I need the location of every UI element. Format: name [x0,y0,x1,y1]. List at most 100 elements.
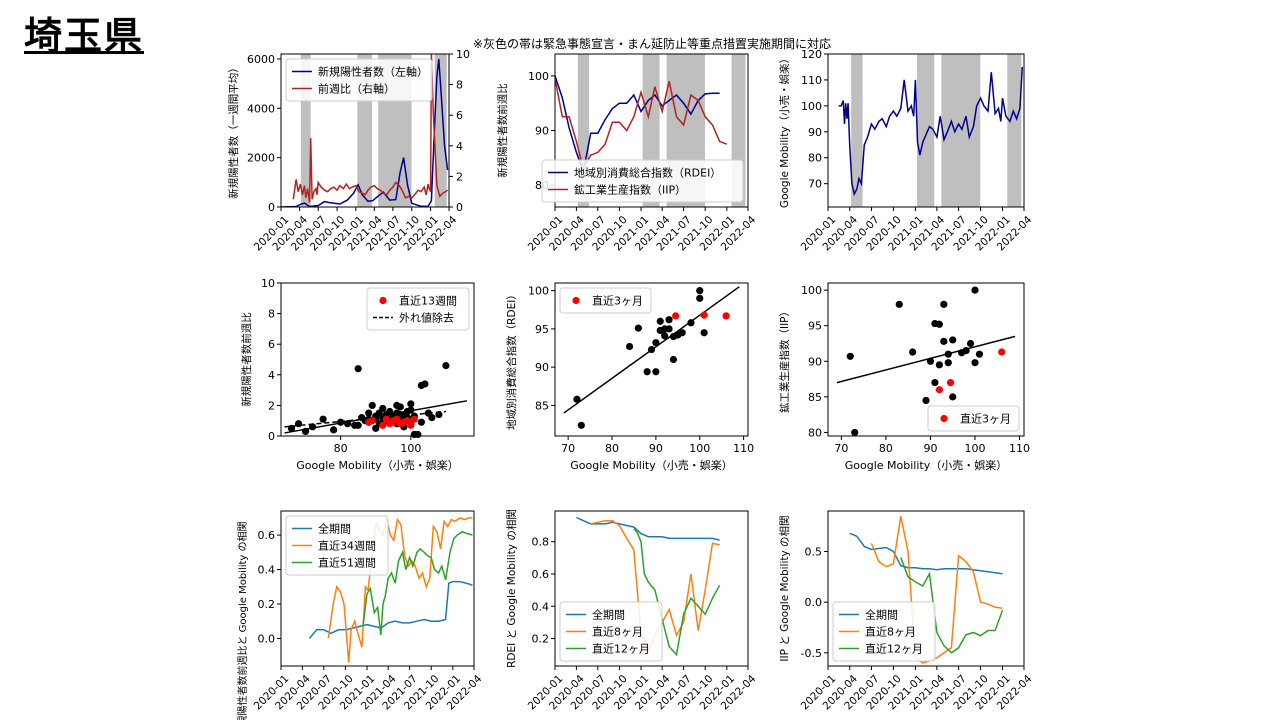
x-axis-label: Google Mobility（小売・娯楽） [570,458,732,472]
legend: 直近3ヶ月 [927,405,1020,432]
y-tick-label: 2000 [247,152,275,165]
scatter-point [410,415,418,423]
chart-p2: 80901002020-012020-042020-072020-102021-… [526,53,759,253]
emergency-band [1007,54,1022,207]
scatter-point [435,410,443,419]
y2-axis-label: 新規陽性者数前週比 [496,83,509,178]
scatter-point [647,345,656,354]
legend-label: 直近8ヶ月 [592,625,643,639]
x-tick-label: 70 [561,442,575,455]
y-tick-label: 6000 [247,53,275,66]
scatter-point [962,347,970,355]
scatter-point [354,421,362,429]
legend-label: 直近8ヶ月 [865,625,916,639]
series-line [327,517,473,663]
scatter-point [319,415,327,423]
series-line [870,515,1003,664]
scatter-point [365,409,373,417]
x-axis-label: Google Mobility（小売・娯楽） [845,458,1007,472]
series-line [576,516,720,541]
y-axis-label: RDEI と Google Mobility の相関 [505,509,518,668]
scatter-point [975,350,984,358]
y-axis-label: 新規陽性者数前週比と Google Mobility の相関 [236,521,249,720]
y-axis-label: IIP と Google Mobility の相関 [778,515,791,661]
chart-p9: -0.50.00.52020-012020-042020-072020-1020… [778,510,1035,712]
legend: 新規陽性者数（左軸） 前週比（右軸） [285,58,433,102]
y-tick-label: 100 [528,70,549,83]
y-tick-label: 0 [268,430,275,443]
scatter-point [407,421,415,429]
legend-label: 直近3ヶ月 [592,294,643,308]
scatter-point [294,420,303,428]
scatter-point [678,329,686,337]
legend-label: 直近51週間 [318,556,376,570]
scatter-point [421,380,429,388]
legend-label: 直近13週間 [399,294,457,308]
scatter-point [940,300,948,308]
series-line [900,557,1004,654]
x-tick-label: 90 [649,442,663,455]
x-tick-label: 100 [965,442,986,455]
legend-marker [940,414,948,423]
legend-label: 直近34週間 [318,539,376,553]
scatter-point [665,325,673,333]
series-line [308,580,473,639]
y-tick-label: 90 [535,361,549,374]
scatter-point [922,396,930,405]
chart-p1: 020004000600002468102020-012020-042020-0… [227,48,509,253]
scatter-point [414,430,422,439]
plot-frame [827,53,1025,208]
plot-frame [554,510,749,667]
y-tick-label: 80 [808,152,822,165]
legend-box [541,159,744,203]
legend-label: 直近12ヶ月 [592,642,650,656]
scatter-point [696,287,704,295]
y2-tick-label: 6 [456,109,463,122]
legend-label: 地域別消費総合指数（RDEI） [574,166,721,180]
legend-label: 前週比（右軸） [318,82,395,96]
legend-label: 新規陽性者数（左軸） [318,65,428,79]
x-axis-label: Google Mobility（小売・娯楽） [296,458,458,472]
y-tick-label: 10 [261,277,275,290]
x-tick-label: 80 [879,442,893,455]
y-tick-label: -0.5 [801,647,822,660]
scatter-point [652,339,660,347]
scatter-point [393,401,401,409]
scatter-point [926,357,935,365]
x-tick-label: 110 [1009,442,1030,455]
y-tick-label: 100 [801,100,822,113]
scatter-point [665,316,673,324]
y2-tick-label: 0 [456,201,463,214]
emergency-band [300,54,311,207]
y-tick-label: 90 [808,355,822,368]
legend-label: 全期間 [318,522,351,536]
scatter-point [971,359,979,367]
legend-label: 全期間 [865,608,898,622]
legend-box [559,287,652,314]
y-tick-label: 2 [268,399,275,412]
y-tick-label: 8 [268,308,275,321]
scatter-point [966,339,975,348]
y-tick-label: 0.0 [805,596,823,609]
scatter-point [372,424,380,432]
scatter-point [573,395,581,403]
y-tick-label: 85 [808,391,822,404]
scatter-point [407,400,415,408]
legend: 地域別消費総合指数（RDEI） 鉱工業生産指数（IIP） [541,159,744,203]
scatter-point [652,368,660,376]
y-tick-label: 0 [268,201,275,214]
series-line [362,530,473,636]
x-tick-label: 80 [334,442,348,455]
y-tick-label: 0.6 [532,568,550,581]
scatter-point [661,332,669,340]
y-tick-label: 90 [535,125,549,138]
y-tick-label: 0.4 [258,564,276,577]
chart-p7: 0.00.20.40.62020-012020-042020-072020-10… [236,510,485,720]
scatter-point [625,342,634,351]
y2-tick-label: 4 [456,140,463,153]
scatter-point [643,368,651,376]
